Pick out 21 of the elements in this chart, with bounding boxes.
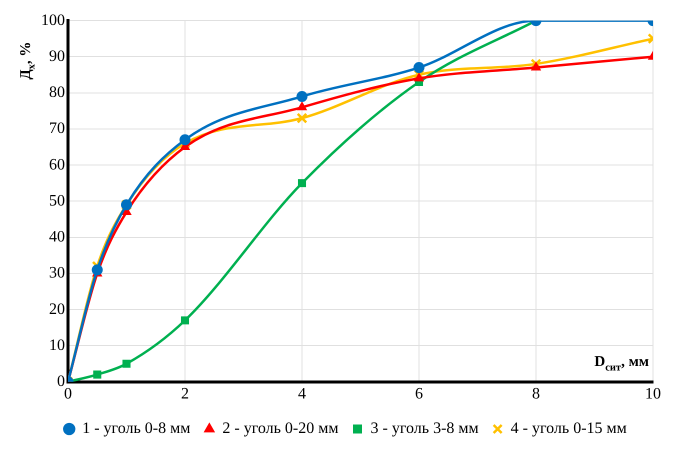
x-tick-label: 8 [532,386,540,403]
y-tick-label: 90 [49,48,65,65]
y-tick-label: 70 [49,120,65,138]
y-tick-label: 20 [49,300,65,318]
legend-label: 1 - уголь 0-8 мм [82,420,190,438]
y-tick-label: 60 [49,156,65,174]
legend-label: 4 - уголь 0-15 мм [510,420,627,438]
y-tick-label: 50 [49,192,65,210]
x-tick-label: 10 [645,386,661,403]
y-tick-label: 80 [49,84,65,102]
x-tick-label: 4 [298,386,306,403]
y-tick-label: 40 [49,228,65,246]
y-tick-label: 10 [49,336,65,354]
y-tick-label: 100 [41,12,65,29]
legend-label: 3 - уголь 3-8 мм [370,420,479,438]
x-tick-label: 6 [415,386,423,403]
y-axis-title: Дx, % [18,42,38,80]
x-tick-label: 2 [181,386,189,403]
y-tick-label: 30 [49,264,65,282]
legend-label: 2 - уголь 0-20 мм [222,420,338,438]
y-tick-label: 0 [57,373,65,390]
